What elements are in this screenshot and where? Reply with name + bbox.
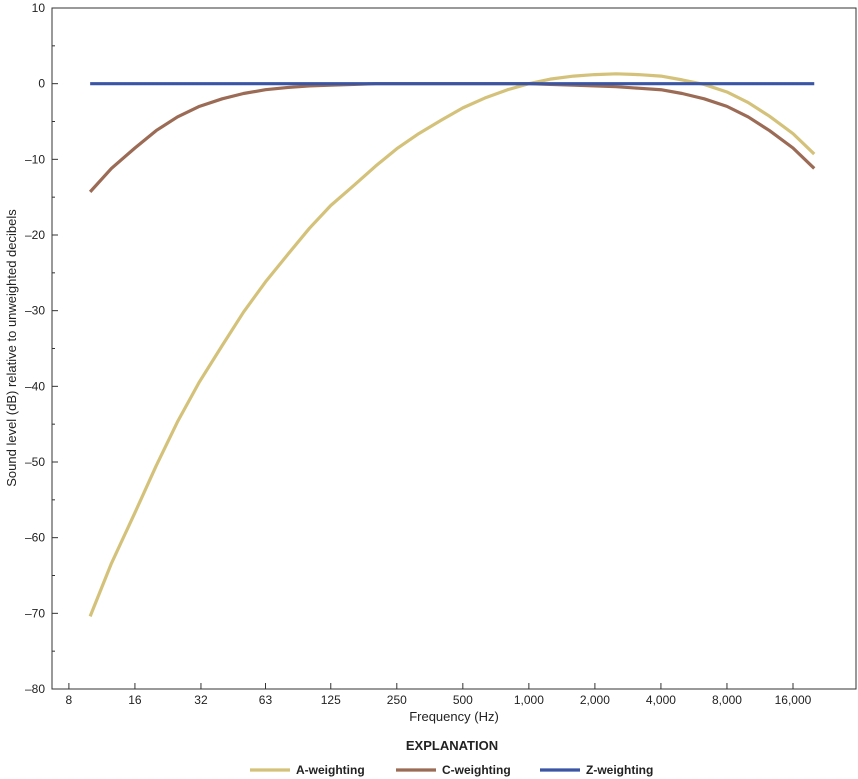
y-tick-label: –60 (25, 531, 45, 545)
x-tick-label: 16,000 (775, 693, 812, 707)
y-tick-label: 0 (38, 77, 45, 91)
y-axis-ticks: 10 0 –10 –20 –30 –40 –50 –60 –70 –80 (25, 1, 58, 696)
legend-label-c-weighting: C-weighting (442, 763, 511, 777)
series-line-c-weighting (88, 82, 816, 193)
y-axis-title: Sound level (dB) relative to unweighted … (4, 209, 19, 487)
y-tick-label: –30 (25, 304, 45, 318)
x-tick-label: 1,000 (514, 693, 544, 707)
x-tick-label: 8,000 (712, 693, 742, 707)
y-tick-label: –10 (25, 152, 45, 166)
series-line-a-weighting (88, 72, 816, 617)
series-lines (88, 72, 816, 617)
x-tick-label: 500 (453, 693, 473, 707)
legend: A-weighting C-weighting Z-weighting (250, 763, 653, 777)
x-tick-label: 250 (387, 693, 407, 707)
x-tick-label: 16 (128, 693, 142, 707)
legend-label-z-weighting: Z-weighting (586, 763, 653, 777)
y-tick-label: –70 (25, 606, 45, 620)
x-axis-ticks: 8 16 32 63 125 250 500 1,000 2,000 4,000 8,000 16,0… (66, 683, 812, 707)
x-tick-label: 125 (321, 693, 341, 707)
x-axis-title: Frequency (Hz) (409, 709, 499, 724)
x-tick-label: 63 (259, 693, 273, 707)
y-tick-label: –50 (25, 455, 45, 469)
legend-label-a-weighting: A-weighting (296, 763, 365, 777)
x-tick-label: 32 (194, 693, 208, 707)
y-tick-label: 10 (32, 1, 46, 15)
y-tick-label: –40 (25, 379, 45, 393)
x-tick-label: 4,000 (646, 693, 676, 707)
x-tick-label: 8 (66, 693, 73, 707)
legend-title: EXPLANATION (406, 738, 498, 753)
y-tick-label: –20 (25, 228, 45, 242)
x-tick-label: 2,000 (580, 693, 610, 707)
y-tick-label: –80 (25, 682, 45, 696)
